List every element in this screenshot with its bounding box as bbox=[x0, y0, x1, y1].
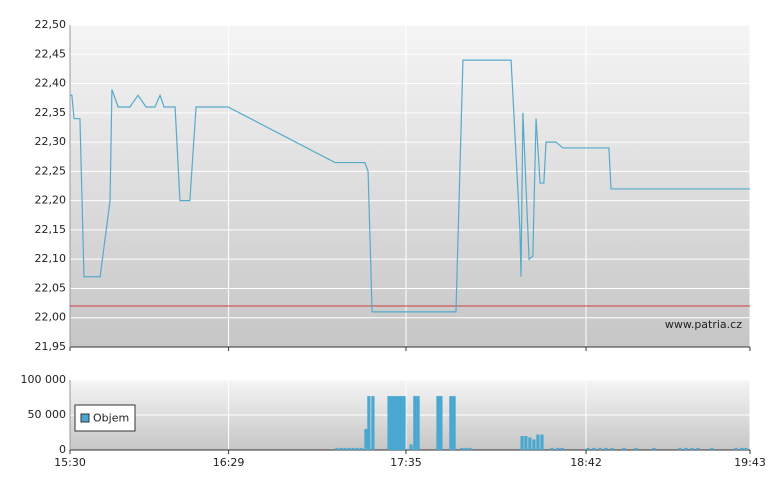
volume-bar bbox=[652, 447, 656, 450]
y-tick-label: 22,45 bbox=[35, 47, 67, 60]
volume-bar bbox=[390, 396, 394, 450]
x-tick-label: 16:29 bbox=[213, 456, 245, 469]
volume-bar bbox=[622, 447, 626, 450]
y-tick-label: 22,35 bbox=[35, 106, 67, 119]
volume-bar bbox=[339, 447, 343, 450]
volume-bar bbox=[347, 447, 351, 450]
volume-bar bbox=[524, 436, 528, 450]
x-tick-label: 17:35 bbox=[390, 456, 422, 469]
y-tick-label: 22,50 bbox=[35, 18, 67, 31]
volume-bar bbox=[604, 447, 608, 450]
volume-bar bbox=[540, 434, 544, 450]
volume-bar bbox=[413, 396, 417, 450]
volume-bar bbox=[592, 447, 596, 450]
volume-bar bbox=[696, 447, 700, 450]
price-line bbox=[70, 59, 750, 313]
y-tick-label: 50 000 bbox=[28, 408, 67, 421]
volume-bar bbox=[436, 396, 440, 450]
volume-bar bbox=[343, 447, 347, 450]
volume-bar bbox=[371, 396, 375, 450]
volume-bar bbox=[416, 396, 420, 450]
volume-bar bbox=[556, 447, 560, 450]
x-tick-label: 19:43 bbox=[734, 456, 766, 469]
y-tick-label: 0 bbox=[59, 443, 66, 456]
volume-bar bbox=[678, 447, 682, 450]
y-tick-label: 22,05 bbox=[35, 281, 67, 294]
y-tick-label: 22,15 bbox=[35, 223, 67, 236]
volume-bar bbox=[399, 396, 403, 450]
volume-bar bbox=[598, 447, 602, 450]
volume-bar bbox=[335, 447, 339, 450]
legend-label: Objem bbox=[93, 412, 129, 425]
volume-bar bbox=[393, 396, 397, 450]
volume-bar bbox=[409, 444, 413, 450]
volume-bar bbox=[464, 447, 468, 450]
volume-bar bbox=[740, 447, 744, 450]
x-tick-label: 18:42 bbox=[570, 456, 602, 469]
y-tick-label: 22,40 bbox=[35, 77, 67, 90]
volume-bar bbox=[710, 447, 714, 450]
y-tick-label: 100 000 bbox=[21, 373, 67, 386]
y-tick-label: 22,00 bbox=[35, 311, 67, 324]
volume-bar bbox=[536, 434, 540, 450]
volume-bar bbox=[449, 396, 453, 450]
volume-bar bbox=[439, 396, 443, 450]
watermark: www.patria.cz bbox=[665, 318, 742, 331]
volume-bar bbox=[610, 447, 614, 450]
volume-bar bbox=[690, 447, 694, 450]
volume-bar bbox=[351, 447, 355, 450]
volume-bar bbox=[586, 447, 590, 450]
volume-bar bbox=[560, 447, 564, 450]
volume-bar bbox=[634, 447, 638, 450]
volume-bar bbox=[364, 429, 368, 450]
volume-bar bbox=[744, 447, 748, 450]
volume-bar bbox=[452, 396, 456, 450]
y-tick-label: 22,30 bbox=[35, 135, 67, 148]
volume-bar bbox=[460, 447, 464, 450]
volume-bar bbox=[355, 447, 359, 450]
volume-bar bbox=[550, 447, 554, 450]
y-tick-label: 21,95 bbox=[35, 340, 67, 353]
volume-bar bbox=[402, 396, 406, 450]
volume-bar bbox=[684, 447, 688, 450]
volume-bar bbox=[528, 437, 532, 450]
y-tick-label: 22,25 bbox=[35, 164, 67, 177]
y-tick-label: 22,20 bbox=[35, 194, 67, 207]
volume-bar bbox=[734, 447, 738, 450]
volume-bar bbox=[468, 447, 472, 450]
volume-bar bbox=[367, 396, 371, 450]
price-panel bbox=[70, 25, 750, 347]
volume-bar bbox=[396, 396, 400, 450]
y-tick-label: 22,10 bbox=[35, 252, 67, 265]
volume-bar bbox=[532, 439, 536, 450]
x-tick-label: 15:30 bbox=[54, 456, 86, 469]
volume-bar bbox=[387, 396, 391, 450]
legend-swatch bbox=[80, 413, 90, 423]
volume-bar bbox=[359, 447, 363, 450]
volume-bar bbox=[520, 436, 524, 450]
